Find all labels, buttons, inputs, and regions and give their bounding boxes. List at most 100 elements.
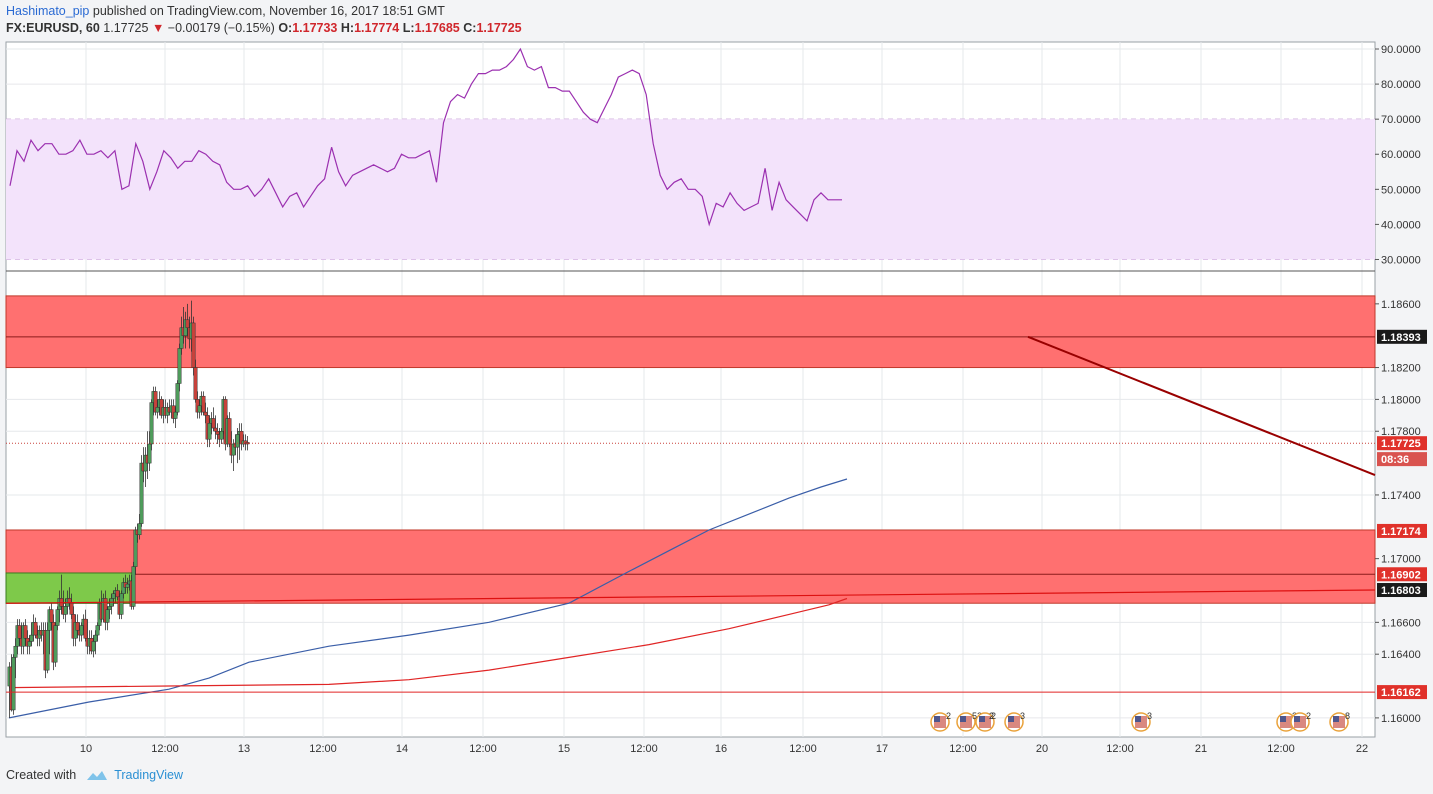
- flag-canton: [960, 716, 966, 722]
- x-tick-label: 12:00: [949, 743, 977, 755]
- rsi-tick-label: 80.0000: [1381, 79, 1421, 91]
- event-flag-icon[interactable]: 52: [956, 711, 982, 732]
- event-count: 2: [989, 711, 994, 721]
- price-label: 1.16162: [1381, 687, 1421, 699]
- candle-body: [147, 443, 152, 464]
- event-count: 3: [1147, 711, 1152, 721]
- x-tick-label: 12:00: [789, 743, 817, 755]
- tradingview-link[interactable]: TradingView: [114, 768, 183, 782]
- moving-averages: [8, 478, 848, 719]
- candle-body: [211, 418, 216, 429]
- event-flag-icon[interactable]: 2: [1290, 711, 1311, 732]
- down-triangle-icon: ▼: [151, 21, 165, 35]
- last-price: 1.17725: [103, 21, 149, 35]
- supply-demand-zone: [5, 529, 1376, 604]
- price-label: 1.16902: [1381, 569, 1421, 581]
- candle-body: [227, 418, 232, 445]
- rsi-pane: [6, 47, 1375, 260]
- flag-canton: [1333, 716, 1339, 722]
- x-tick-label: 16: [715, 743, 727, 755]
- open-value: 1.17733: [292, 21, 338, 35]
- footer: Created with TradingView: [6, 768, 183, 782]
- candle-body: [137, 523, 142, 536]
- trend-line: [1027, 335, 1376, 476]
- candle-body: [155, 407, 160, 413]
- price-label-bg: [1377, 329, 1427, 344]
- candle-body: [115, 590, 120, 598]
- candle-body: [53, 625, 58, 663]
- x-tick-label: 22: [1356, 743, 1368, 755]
- candle-body: [215, 430, 220, 435]
- candle-body: [23, 625, 28, 639]
- x-tick-label: 12:00: [630, 743, 658, 755]
- event-icons[interactable]: 2522333282: [930, 711, 1350, 732]
- overlays: [5, 335, 1376, 693]
- event-flag-icon[interactable]: 2: [975, 711, 996, 732]
- moving-average-blue: [8, 478, 848, 719]
- candle-body: [119, 593, 124, 615]
- flag-canton: [1135, 716, 1141, 722]
- candle-body: [105, 609, 110, 623]
- symbol-info: FX:EURUSD, 60 1.17725 ▼ −0.00179 (−0.15%…: [6, 21, 522, 35]
- rsi-tick-label: 70.0000: [1381, 114, 1421, 126]
- x-tick-label: 15: [558, 743, 570, 755]
- event-flag-icon[interactable]: 2: [930, 711, 951, 732]
- author-link[interactable]: Hashimato_pip: [6, 4, 90, 18]
- candle-body: [125, 583, 130, 588]
- candle-body: [75, 622, 80, 631]
- event-count: 3: [1020, 711, 1025, 721]
- flag-canton: [1008, 716, 1014, 722]
- candle-body: [55, 609, 60, 626]
- event-flag-icon[interactable]: 3: [1276, 711, 1297, 732]
- price-tick-label: 1.17800: [1381, 426, 1421, 438]
- price-label: 1.17174: [1381, 526, 1422, 538]
- price-label: 1.17725: [1381, 438, 1421, 450]
- candle-body: [63, 606, 68, 615]
- price-label-bg: [1377, 452, 1427, 467]
- candle-body: [69, 602, 74, 615]
- event-count: 2: [946, 711, 951, 721]
- axes: 10 12:00 13 12:00 14 12:00 15 12:00 16 12:00 17 12:…: [80, 44, 1427, 755]
- close-label: C:: [463, 21, 477, 35]
- rsi-tick-label: 90.0000: [1381, 44, 1421, 56]
- candle-body: [17, 625, 22, 639]
- candle-body: [27, 641, 32, 647]
- rsi-tick-label: 40.0000: [1381, 219, 1421, 231]
- candle-body: [49, 609, 54, 623]
- candle-body: [197, 405, 202, 413]
- event-count: 52: [972, 711, 982, 721]
- candle-body: [219, 430, 224, 440]
- rsi-line: [9, 47, 842, 227]
- price-label-bg: [1377, 583, 1427, 598]
- flag-canton: [1294, 716, 1300, 722]
- low-value: 1.17685: [414, 21, 460, 35]
- high-label: H:: [340, 21, 355, 35]
- low-label: L:: [402, 21, 415, 35]
- x-tick-label: 13: [238, 743, 250, 755]
- high-value: 1.17774: [354, 21, 400, 35]
- candle-body: [91, 641, 96, 652]
- candle-body: [177, 348, 182, 384]
- flag-canton: [979, 716, 985, 722]
- candle-body: [139, 462, 144, 524]
- candle-body: [79, 625, 84, 636]
- candle-body: [203, 411, 208, 416]
- candle-body: [95, 625, 100, 636]
- candle-body: [33, 622, 38, 636]
- event-flag-icon[interactable]: 3: [1004, 711, 1025, 732]
- event-count: 8: [1345, 711, 1350, 721]
- candle-body: [29, 634, 34, 642]
- candle-body: [235, 434, 240, 448]
- event-flag-icon[interactable]: 3: [1131, 711, 1152, 732]
- moving-average-red: [8, 597, 848, 689]
- x-tick-label: 21: [1195, 743, 1207, 755]
- x-tick-label: 14: [396, 743, 408, 755]
- price-label: 1.18393: [1381, 332, 1421, 344]
- publish-info: Hashimato_pip published on TradingView.c…: [6, 4, 445, 18]
- rsi-tick-label: 50.0000: [1381, 184, 1421, 196]
- event-flag-icon[interactable]: 8: [1329, 711, 1350, 732]
- close-value: 1.17725: [476, 21, 522, 35]
- candle-body: [149, 402, 154, 445]
- published-text: published on TradingView.com, November 1…: [92, 4, 445, 18]
